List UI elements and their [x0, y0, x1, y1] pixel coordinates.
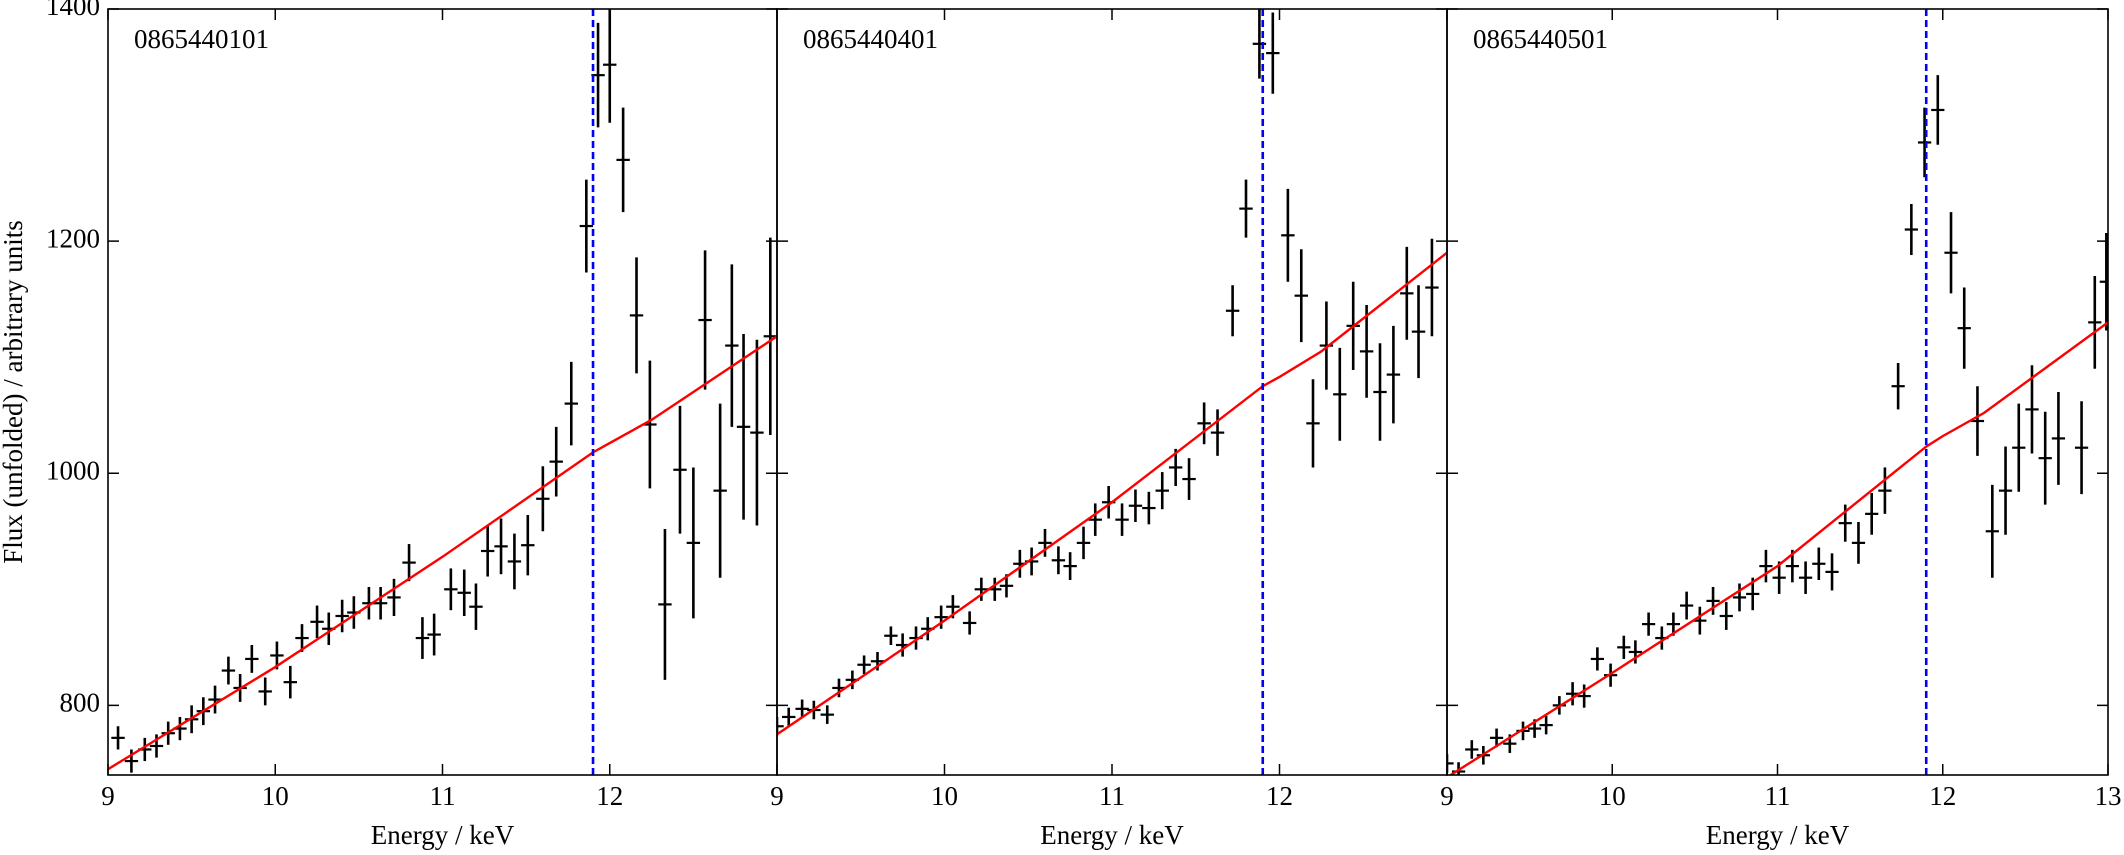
x-tick-label: 10: [262, 781, 289, 811]
panel-frame: [1446, 8, 2109, 776]
x-tick-label: 12: [1266, 781, 1293, 811]
x-tick-label: 9: [101, 781, 115, 811]
x-axis-label: Energy / keV: [1040, 820, 1184, 850]
y-tick-label: 1200: [46, 223, 100, 253]
x-tick-label: 13: [2095, 781, 2122, 811]
x-tick-label: 11: [430, 781, 456, 811]
plot-area: [108, 9, 777, 773]
panel-title: 0865440101: [134, 24, 269, 54]
x-tick-label: 11: [1765, 781, 1791, 811]
x-axis-label: Energy / keV: [1706, 820, 1850, 850]
x-tick-label: 10: [931, 781, 958, 811]
panel-title: 0865440401: [803, 24, 938, 54]
x-tick-label: 12: [1929, 781, 1956, 811]
x-tick-label: 10: [1599, 781, 1626, 811]
plot-area: [777, 9, 1447, 736]
model-line: [1448, 321, 2108, 775]
plot-area: [1447, 75, 2108, 775]
model-line: [108, 335, 777, 771]
panel-frame: [107, 8, 778, 776]
y-tick-label: 1000: [46, 455, 100, 485]
x-tick-label: 11: [1099, 781, 1125, 811]
y-axis-label: Flux (unfolded) / arbitrary units: [0, 220, 28, 563]
x-tick-label: 9: [1440, 781, 1454, 811]
y-tick-label: 800: [60, 688, 101, 718]
x-tick-label: 12: [596, 781, 623, 811]
panel-title: 0865440501: [1473, 24, 1608, 54]
y-tick-label: 1400: [46, 0, 100, 21]
x-axis-label: Energy / keV: [371, 820, 515, 850]
x-tick-label: 9: [770, 781, 784, 811]
